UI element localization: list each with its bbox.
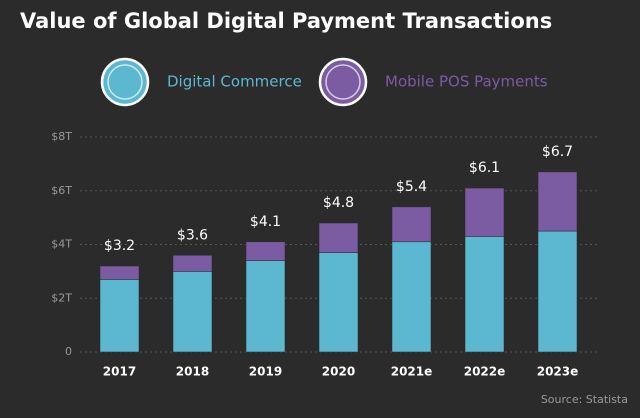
bar-segment — [537, 230, 578, 353]
y-tick-label: $4T — [51, 238, 72, 251]
legend-icon-ring — [325, 64, 361, 100]
bar-segment — [172, 255, 213, 272]
bar-segment — [172, 271, 213, 353]
bar-segment — [99, 265, 140, 280]
bar-segment — [391, 206, 432, 243]
chart-title: Value of Global Digital Payment Transact… — [20, 9, 552, 33]
bar-segment — [318, 222, 359, 253]
bar-segment — [464, 236, 505, 353]
y-tick-label: $2T — [51, 291, 72, 304]
legend-icon — [100, 57, 150, 107]
bar-segment — [391, 241, 432, 353]
total-label: $5.4 — [396, 179, 427, 195]
total-label: $4.1 — [250, 214, 281, 230]
x-tick-label: 2023e — [537, 365, 579, 379]
bar-segment — [464, 187, 505, 237]
total-label: $4.8 — [323, 195, 354, 211]
legend-label: Digital Commerce — [167, 73, 302, 91]
x-tick-label: 2019 — [249, 365, 282, 379]
legend-icon-ring — [107, 64, 143, 100]
source: Source: Statista — [541, 393, 628, 406]
y-tick-label: 0 — [65, 345, 72, 358]
bar-segment — [245, 241, 286, 261]
x-tick-label: 2020 — [322, 365, 355, 379]
x-tick-label: 2017 — [103, 365, 136, 379]
y-tick-label: $8T — [51, 130, 72, 143]
total-label: $3.6 — [177, 227, 208, 243]
bar-segment — [537, 171, 578, 232]
bar-segment — [318, 252, 359, 353]
x-tick-label: 2018 — [176, 365, 209, 379]
legend-label: Mobile POS Payments — [385, 73, 548, 91]
y-tick-label: $6T — [51, 184, 72, 197]
total-label: $6.7 — [542, 144, 573, 160]
x-tick-label: 2022e — [464, 365, 506, 379]
x-tick-label: 2021e — [391, 365, 433, 379]
bar-segment — [245, 260, 286, 353]
legend-icon — [318, 57, 368, 107]
bar-segment — [99, 279, 140, 353]
total-label: $3.2 — [104, 238, 135, 254]
total-label: $6.1 — [469, 160, 500, 176]
